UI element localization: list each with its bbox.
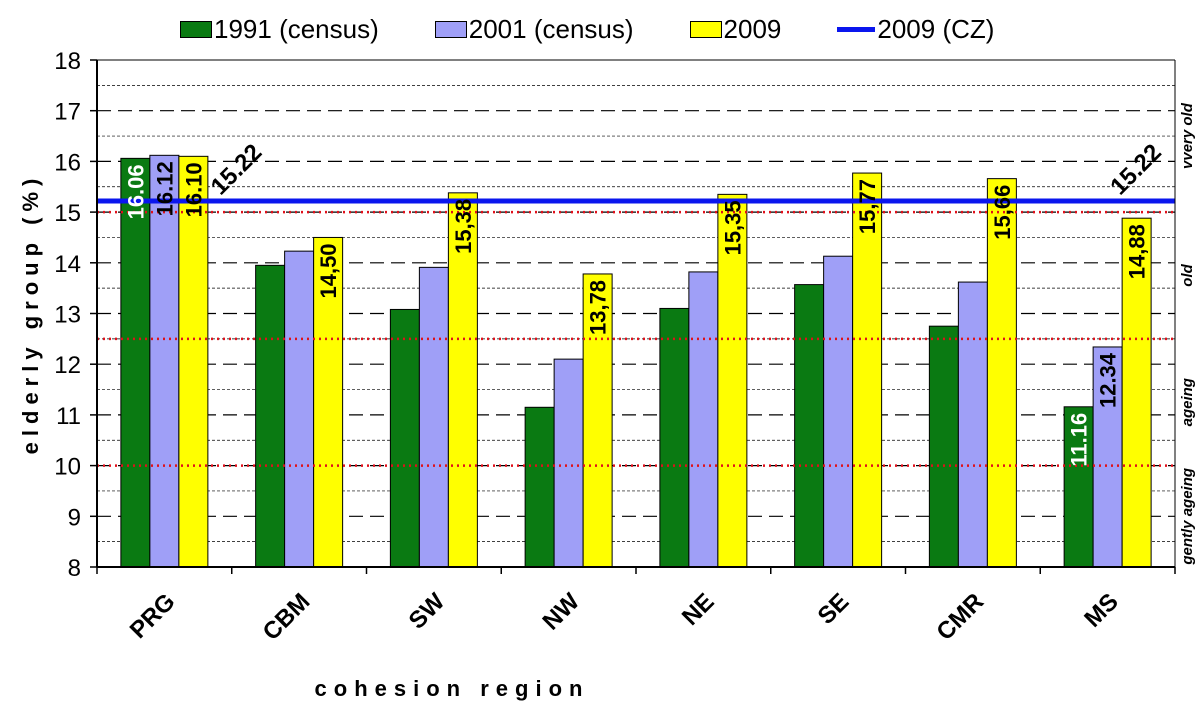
bar-sw-2 [447,192,478,568]
data-label-prg: 16.10 [181,162,206,217]
y-tick-label: 17 [54,99,81,126]
y-tick-label: 13 [54,302,81,329]
category-label-prg: PRG [125,588,181,644]
legend-label-2009-cz: 2009 (CZ) [877,13,995,44]
y-tick-label: 15 [54,200,81,227]
bar-cbm-0 [255,264,286,568]
y-tick-label: 18 [54,48,81,75]
data-label-cbm: 14,50 [316,243,341,298]
bar-cbm-2 [313,236,344,568]
bar-nw-0 [524,406,555,568]
data-label-nw: 13,78 [586,280,611,335]
y-tick-label: 10 [54,454,81,481]
bar-cmr-0 [928,325,959,568]
bar-sw-0 [389,308,420,568]
legend-label-2009: 2009 [723,13,782,44]
data-label-ms: 12.34 [1096,352,1121,408]
bar-prg-0 [120,157,151,568]
data-label-ms: 14,88 [1125,224,1150,279]
legend-label-1991: 1991 (census) [214,13,379,44]
band-label: vvery old [1179,102,1196,169]
bar-prg-1 [149,154,180,568]
legend-swatch-1991 [180,20,212,38]
bar-se-0 [794,284,825,568]
bar-nw-1 [553,358,584,568]
data-label-prg: 16.06 [123,164,148,219]
bar-se-1 [823,255,854,568]
category-label-cbm: CBM [258,588,316,646]
legend-item-2001: 2001 (census) [434,13,634,45]
category-label-se: SE [813,588,855,630]
y-tick-label: 12 [54,352,81,379]
legend-swatch-2001 [434,20,467,38]
bar-ne-0 [659,307,690,568]
data-label-prg: 16.12 [152,161,177,216]
category-label-ms: MS [1079,588,1124,633]
data-label-ms: 11.16 [1067,413,1092,467]
chart-legend: 1991 (census) 2001 (census) 2009 2009 (C… [180,12,1050,46]
band-label: gently ageing [1179,468,1196,566]
band-label: old [1179,263,1196,286]
data-label-cmr: 15,66 [990,185,1015,240]
bar-sw-1 [418,266,449,568]
y-tick-label: 14 [54,251,81,278]
bar-cbm-1 [284,250,315,568]
y-tick-label: 9 [68,504,81,531]
legend-label-2001: 2001 (census) [468,13,634,44]
bar-ne-2 [717,193,748,568]
legend-item-2009-cz: 2009 (CZ) [837,14,994,45]
category-label-ne: NE [677,588,720,631]
category-label-cmr: CMR [931,588,989,646]
legend-item-1991: 1991 (census) [180,14,379,45]
bar-ms-1 [1092,346,1123,568]
band-label: ageing [1179,378,1196,426]
y-tick-label: 16 [54,149,81,176]
y-axis-title: elderly group (%) [18,173,43,455]
bar-cmr-1 [957,281,988,568]
y-tick-label: 8 [68,555,81,582]
category-label-nw: NW [538,588,586,636]
legend-swatch-2009 [689,20,722,38]
legend-item-2009: 2009 [689,13,782,45]
data-label-se: 15,77 [855,179,880,234]
bar-ne-1 [688,271,719,568]
bar-prg-2 [178,155,209,568]
y-tick-label: 11 [56,403,81,430]
data-label-ne: 15,35 [720,200,745,255]
category-label-sw: SW [404,588,451,635]
x-axis-title: cohesion region [315,676,590,701]
data-label-sw: 15,38 [451,199,476,254]
legend-line-2009-cz [837,26,876,32]
bar-cmr-2 [986,178,1017,568]
bar-nw-2 [582,273,613,568]
